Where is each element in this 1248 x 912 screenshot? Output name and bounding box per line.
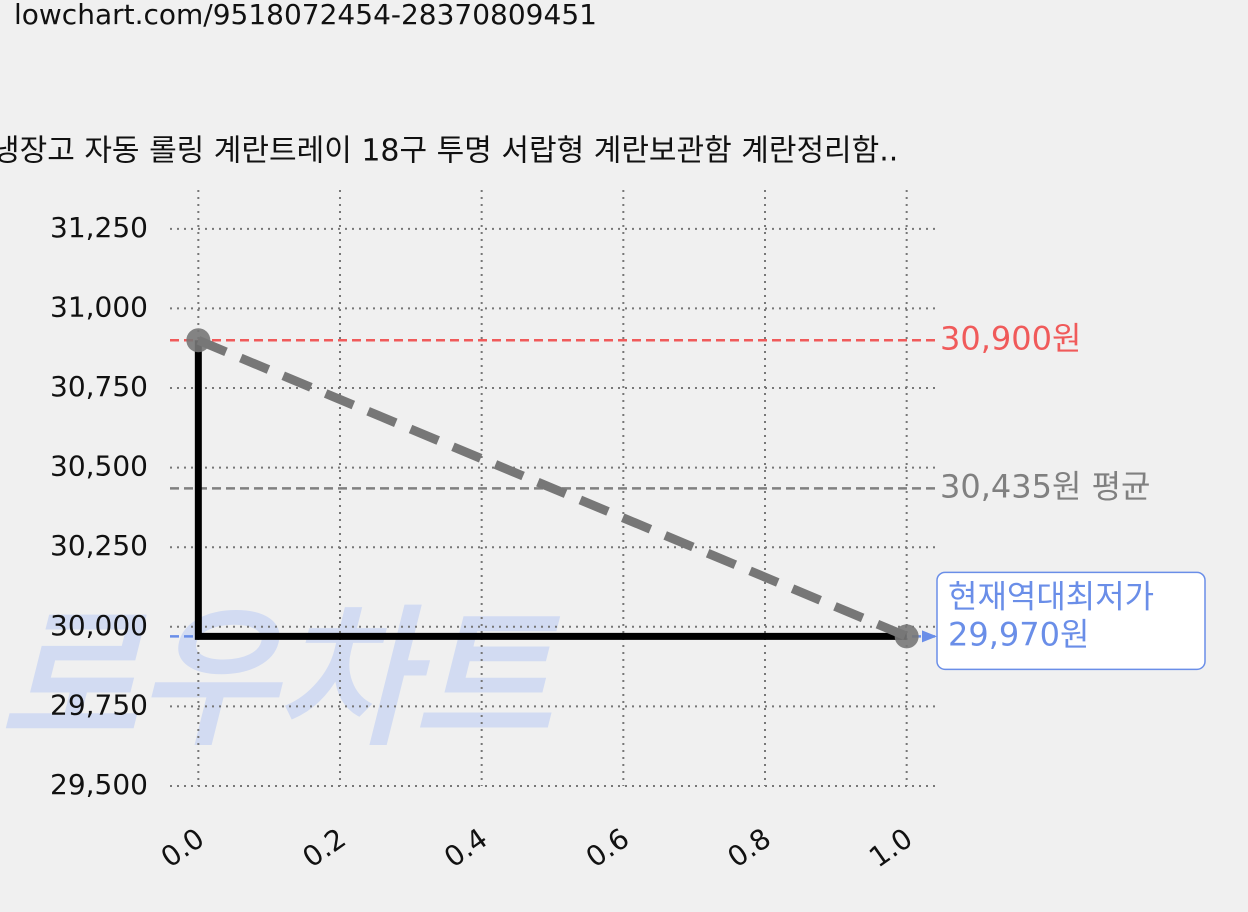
chart-title: 냉장고 자동 롤링 계란트레이 18구 투명 서랍형 계란보관함 계란정리함.. [0, 134, 898, 169]
point [894, 624, 919, 649]
y-tick-label: 30,000 [50, 609, 148, 642]
y-tick-label: 31,250 [50, 211, 148, 244]
x-tick-label: 0.8 [721, 822, 776, 875]
x-tick-label: 0.4 [438, 822, 493, 875]
annotation-label: 29,970원 [948, 615, 1089, 653]
url: lowchart.com/9518072454-28370809451 [14, 0, 597, 31]
y-tick-label: 29,500 [50, 768, 148, 801]
annotation-box [936, 571, 1206, 671]
y-tick-label: 30,250 [50, 529, 148, 562]
annotation-arrow [922, 630, 937, 643]
reference-label: 30,435원 평균 [940, 467, 1150, 505]
x-tick-label: 0.6 [580, 822, 635, 875]
watermark: 로우차트 [0, 593, 561, 767]
x-tick-label: 0.0 [155, 822, 210, 875]
line [194, 340, 907, 640]
x-tick-label: 1.0 [863, 822, 918, 875]
point [186, 328, 211, 353]
y-tick-label: 29,750 [50, 688, 148, 721]
x-tick-label: 0.2 [296, 822, 351, 875]
y-tick-label: 31,000 [50, 290, 148, 323]
annotation-label: 현재역대최저가 [948, 577, 1154, 615]
y-tick-label: 30,500 [50, 450, 148, 483]
reference-label: 30,900원 [940, 319, 1081, 357]
y-tick-label: 30,750 [50, 370, 148, 403]
line [196, 336, 909, 641]
